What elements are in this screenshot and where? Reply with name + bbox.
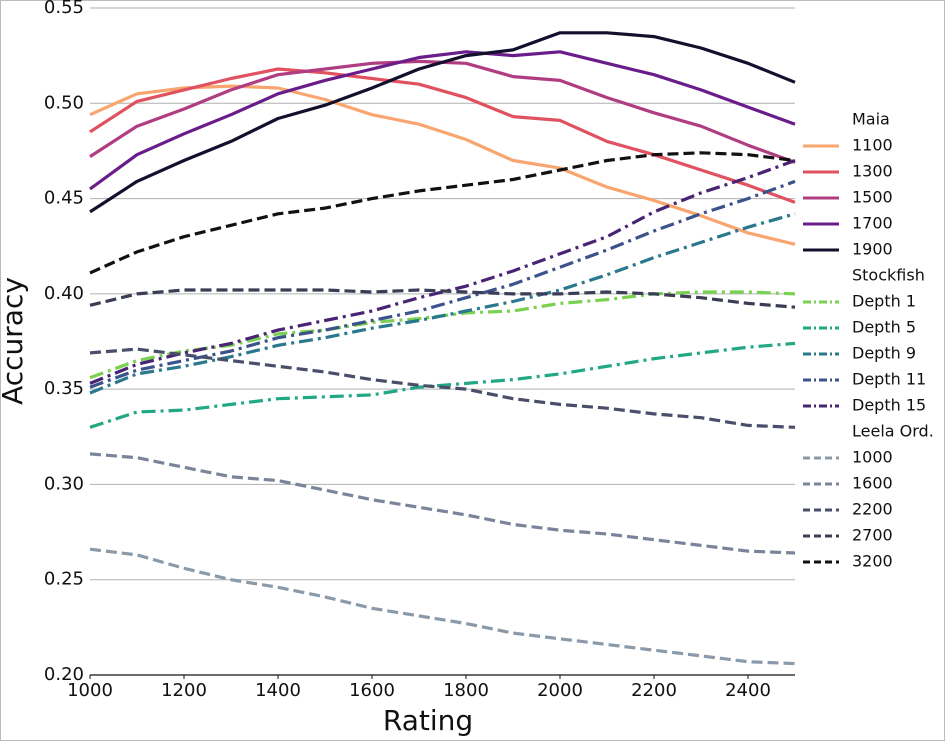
legend-label: 1100 bbox=[852, 136, 893, 155]
legend-label: 1600 bbox=[852, 474, 893, 493]
legend-label: Depth 11 bbox=[852, 370, 926, 389]
series-line bbox=[89, 50, 796, 191]
y-tick-label: 0.35 bbox=[44, 378, 84, 399]
x-tick-label: 1800 bbox=[443, 680, 489, 701]
x-tick-label: 2200 bbox=[631, 680, 677, 701]
y-tick-label: 0.20 bbox=[44, 664, 84, 685]
legend-label: 1000 bbox=[852, 448, 893, 467]
series-line bbox=[89, 179, 796, 389]
x-tick-label: 2400 bbox=[725, 680, 771, 701]
legend-label: 1500 bbox=[852, 188, 893, 207]
legend-label: Depth 5 bbox=[852, 318, 916, 337]
y-tick-label: 0.45 bbox=[44, 188, 84, 209]
series-line bbox=[89, 31, 796, 214]
y-tick-label: 0.55 bbox=[44, 0, 84, 18]
legend-label: 1700 bbox=[852, 214, 893, 233]
legend-group-title: Leela Ord. bbox=[852, 422, 934, 441]
series-line bbox=[89, 151, 796, 275]
legend-label: Depth 1 bbox=[852, 292, 916, 311]
series-line bbox=[89, 347, 796, 429]
y-tick-label: 0.25 bbox=[44, 569, 84, 590]
legend-label: 1300 bbox=[852, 162, 893, 181]
x-tick-label: 1400 bbox=[255, 680, 301, 701]
y-axis-label: Accuracy bbox=[0, 277, 29, 405]
legend-label: Depth 15 bbox=[852, 396, 926, 415]
series-line bbox=[89, 547, 796, 666]
legend-label: Depth 9 bbox=[852, 344, 916, 363]
legend-label: 2200 bbox=[852, 500, 893, 519]
series-line bbox=[89, 452, 796, 555]
y-tick-label: 0.30 bbox=[44, 473, 84, 494]
x-tick-label: 1200 bbox=[161, 680, 207, 701]
series-line bbox=[89, 212, 796, 395]
series-line bbox=[89, 341, 796, 429]
legend-label: 3200 bbox=[852, 552, 893, 571]
x-tick-label: 2000 bbox=[537, 680, 583, 701]
y-tick-label: 0.50 bbox=[44, 92, 84, 113]
legend-group-title: Maia bbox=[852, 110, 890, 129]
x-tick-label: 1600 bbox=[349, 680, 395, 701]
series-line bbox=[89, 67, 796, 204]
legend-group-title: Stockfish bbox=[852, 266, 925, 285]
x-tick-label: 1000 bbox=[67, 680, 113, 701]
legend-label: 1900 bbox=[852, 240, 893, 259]
x-axis-label: Rating bbox=[383, 704, 473, 737]
series-line bbox=[89, 84, 796, 246]
series-line bbox=[89, 288, 796, 309]
y-tick-label: 0.40 bbox=[44, 283, 84, 304]
legend-label: 2700 bbox=[852, 526, 893, 545]
